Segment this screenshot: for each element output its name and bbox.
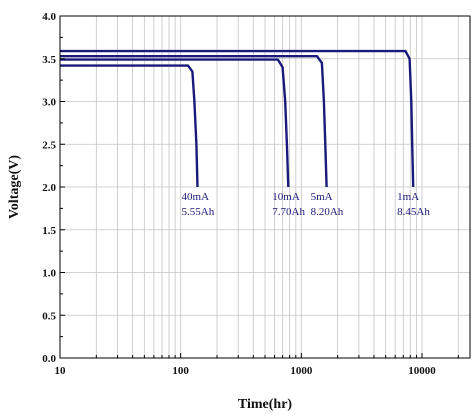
annotation-current-40mA: 40mA bbox=[182, 191, 210, 203]
series-line-5mA bbox=[60, 55, 328, 188]
y-tick-label: 3.5 bbox=[42, 54, 56, 66]
annotation-capacity-10mA: 7.70Ah bbox=[272, 206, 305, 218]
y-tick-label: 2.0 bbox=[42, 182, 56, 194]
x-tick-label: 1000 bbox=[290, 365, 313, 377]
annotation-current-10mA: 10mA bbox=[272, 191, 300, 203]
y-tick-label: 1.5 bbox=[42, 225, 56, 237]
series-line-1mA bbox=[60, 49, 415, 188]
y-tick-label: 3.0 bbox=[42, 97, 56, 109]
series-group bbox=[60, 49, 415, 188]
annotation-current-5mA: 5mA bbox=[311, 191, 333, 203]
y-tick-label: 4.0 bbox=[42, 11, 56, 23]
axis-ticks: 0.0 0.5 1.0 1.5 2.0 2.5 3.0 3.5 4.0 10 100 1000 1000… bbox=[42, 11, 459, 377]
y-tick-label: 0.0 bbox=[42, 353, 56, 365]
y-tick-label: 1.0 bbox=[42, 268, 56, 280]
series-line-40mA bbox=[60, 64, 199, 188]
y-axis-title: Voltage(V) bbox=[7, 155, 22, 219]
series-line-10mA bbox=[60, 58, 290, 188]
y-tick-label: 0.5 bbox=[42, 310, 56, 322]
grid bbox=[59, 15, 470, 359]
x-tick-label: 100 bbox=[172, 365, 189, 377]
annotation-capacity-5mA: 8.20Ah bbox=[311, 206, 344, 218]
annotations: 40mA 5.55Ah 10mA 7.70Ah 5mA 8.20Ah 1mA 8.45Ah bbox=[182, 191, 431, 218]
x-axis-title: Time(hr) bbox=[238, 397, 293, 412]
annotation-capacity-40mA: 5.55Ah bbox=[182, 206, 215, 218]
x-tick-label: 10 bbox=[55, 365, 67, 377]
annotation-current-1mA: 1mA bbox=[397, 191, 419, 203]
y-tick-label: 2.5 bbox=[42, 139, 56, 151]
annotation-capacity-1mA: 8.45Ah bbox=[397, 206, 430, 218]
x-tick-label: 10000 bbox=[408, 365, 436, 377]
